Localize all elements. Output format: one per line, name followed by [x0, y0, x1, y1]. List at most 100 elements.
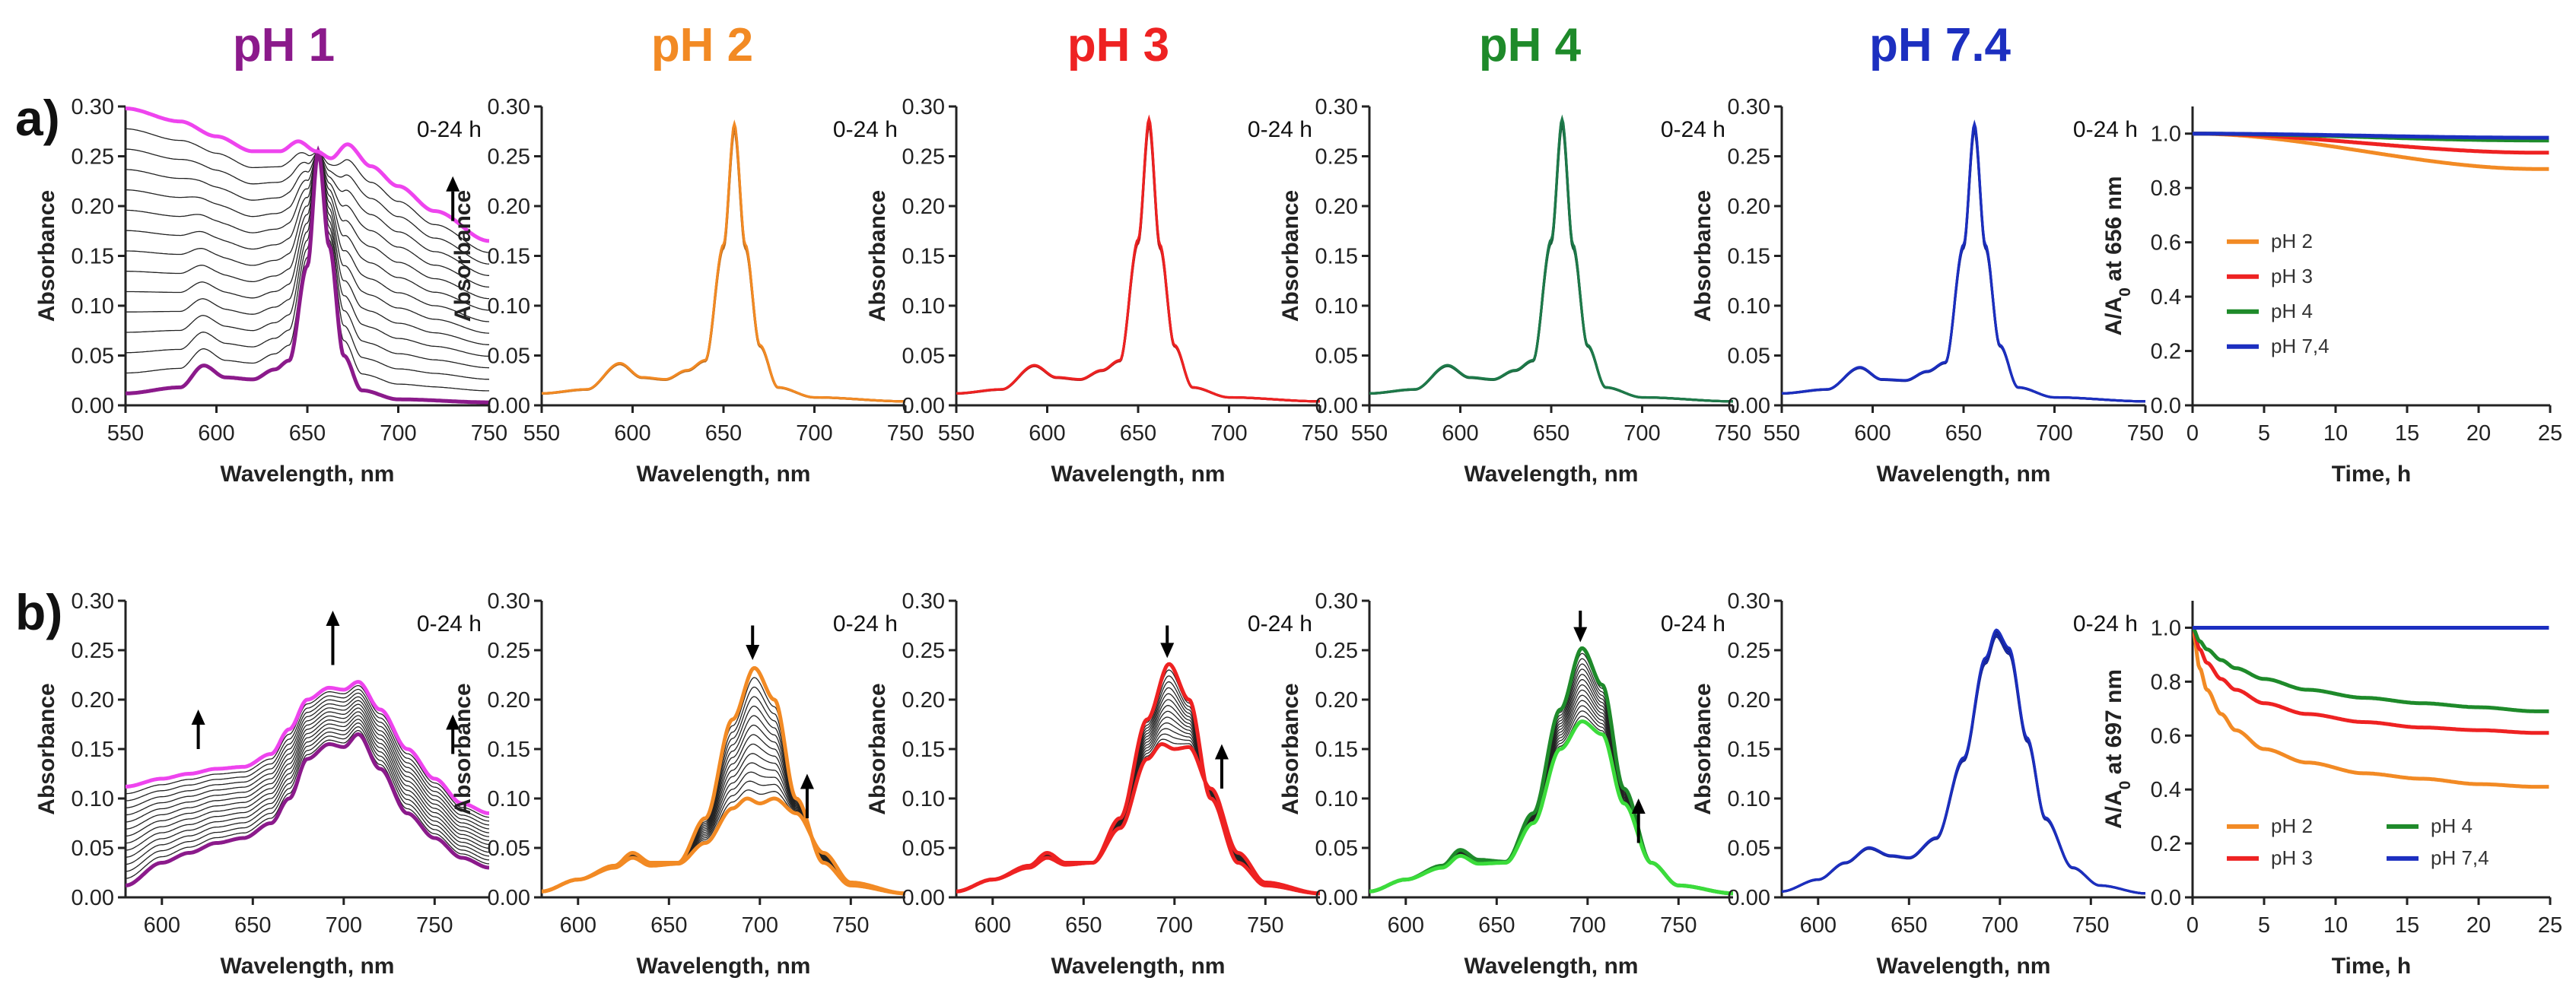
arrow-up-icon: [800, 773, 814, 818]
spectrum-trace: [1782, 122, 2145, 403]
x-axis-title: Wavelength, nm: [1051, 462, 1226, 487]
y-tick-label: 0.8: [2151, 176, 2181, 201]
y-axis-title: Absorbance: [34, 683, 59, 814]
x-tick-label: 650: [1891, 913, 1927, 938]
y-tick-label: 0.20: [1315, 688, 1358, 713]
plot-area: [542, 119, 905, 403]
chart-panel-a6: 0.0 0.2 0.4 0.6 0.8 1.0 0 5 10 15 20 25 Time, h A/A0 …: [2101, 106, 2562, 487]
y-tick-label: 0.05: [72, 344, 114, 369]
y-tick-label: 0.00: [488, 394, 530, 418]
spectrum-trace: [1369, 120, 1733, 403]
spectrum-trace: [956, 117, 1320, 403]
legend-label: pH 2: [2271, 814, 2313, 837]
row-label-b: b): [15, 584, 62, 640]
intermediate-spectrum: [126, 150, 489, 334]
y-tick-label: 0.00: [1728, 886, 1770, 910]
intermediate-spectrum: [126, 729, 489, 879]
x-tick-label: 0: [2186, 421, 2199, 446]
y-tick-label: 0.0: [2151, 394, 2181, 418]
x-tick-label: 700: [326, 913, 362, 938]
x-tick-label: 600: [1800, 913, 1837, 938]
intermediate-spectrum: [126, 151, 489, 276]
spectrum-trace: [1782, 125, 2145, 403]
y-axis-title: A/A0 at 697 nm: [2101, 669, 2134, 829]
y-tick-label: 0.20: [902, 688, 945, 713]
arrow-up-icon: [326, 611, 340, 665]
intermediate-spectrum: [126, 711, 489, 846]
x-tick-label: 650: [705, 421, 742, 446]
y-tick-label: 0.05: [1315, 837, 1358, 861]
x-tick-label: 700: [1624, 421, 1660, 446]
plot-area: [1369, 646, 1733, 896]
y-tick-label: 0.05: [1728, 344, 1770, 369]
y-axis-title: Absorbance: [1690, 190, 1716, 322]
spectrum-trace: [956, 119, 1320, 403]
spectrum-trace: [956, 122, 1320, 403]
y-tick-label: 0.25: [1728, 145, 1770, 170]
x-tick-label: 650: [289, 421, 326, 446]
spectrum-trace: [1782, 632, 2145, 895]
x-tick-label: 15: [2395, 913, 2419, 938]
x-tick-label: 650: [234, 913, 271, 938]
intermediate-spectrum: [956, 675, 1320, 894]
spectrum-trace: [1782, 123, 2145, 403]
x-tick-label: 700: [1569, 913, 1606, 938]
chart-panel-a2: 0.00 0.05 0.10 0.15 0.20 0.25 0.30 550 600 650 700…: [450, 95, 924, 487]
column-header: pH 4: [1479, 19, 1582, 71]
intermediate-spectrum: [1369, 694, 1733, 894]
y-tick-label: 0.10: [1728, 787, 1770, 811]
column-headers: pH 1 pH 2 pH 3 pH 4 pH 7.4: [233, 19, 2012, 71]
arrow-up-icon: [191, 710, 205, 749]
y-tick-label: 0.05: [72, 837, 114, 861]
intermediate-spectrum: [126, 128, 489, 253]
x-tick-label: 10: [2323, 913, 2348, 938]
y-tick-label: 0.20: [72, 688, 114, 713]
y-tick-label: 0.10: [902, 294, 945, 319]
intermediate-spectrum: [126, 150, 489, 345]
x-axis-title: Wavelength, nm: [1877, 462, 2051, 487]
column-header: pH 1: [233, 19, 335, 71]
spectrum-trace: [542, 125, 905, 403]
x-tick-label: 550: [1763, 421, 1800, 446]
x-tick-label: 600: [1442, 421, 1478, 446]
y-tick-label: 0.00: [1315, 394, 1358, 418]
time-range-annotation: 0-24 h: [2073, 117, 2138, 142]
intermediate-spectrum: [126, 703, 489, 837]
y-tick-label: 0.00: [902, 394, 945, 418]
x-axis-title: Wavelength, nm: [1051, 954, 1226, 979]
y-tick-label: 0.10: [488, 787, 530, 811]
y-tick-label: 0.10: [1315, 294, 1358, 319]
y-tick-label: 0.25: [902, 639, 945, 663]
spectrum-start: [126, 145, 489, 405]
intermediate-spectrum: [542, 705, 905, 894]
spectrum-end: [126, 106, 489, 243]
column-header: pH 3: [1067, 19, 1169, 71]
x-tick-label: 10: [2323, 421, 2348, 446]
y-tick-label: 0.15: [902, 245, 945, 269]
spectrum-trace: [542, 122, 905, 403]
y-tick-label: 0.20: [1315, 195, 1358, 219]
y-tick-label: 0.05: [902, 344, 945, 369]
x-tick-label: 700: [1156, 913, 1193, 938]
legend-label: pH 3: [2271, 265, 2313, 287]
y-tick-label: 0.25: [902, 145, 945, 170]
chart-panel-b5: 0.00 0.05 0.10 0.15 0.20 0.25 0.30 600 650 700 750…: [1690, 589, 2145, 979]
x-tick-label: 550: [523, 421, 560, 446]
spectrum-trace: [956, 116, 1320, 403]
kinetic-series-line: [2193, 132, 2549, 140]
intermediate-spectrum: [542, 789, 905, 894]
y-tick-label: 1.0: [2151, 616, 2181, 640]
y-axis-title: Absorbance: [1278, 190, 1303, 322]
x-axis-title: Time, h: [2332, 462, 2411, 487]
y-axis-title: Absorbance: [450, 190, 475, 322]
chart-panel-a5: 0.00 0.05 0.10 0.15 0.20 0.25 0.30 550 600 650 700…: [1690, 95, 2164, 487]
intermediate-spectrum: [1369, 663, 1733, 894]
x-axis-title: Wavelength, nm: [1877, 954, 2051, 979]
y-tick-label: 0.15: [1315, 738, 1358, 762]
arrow-down-icon: [1160, 625, 1175, 659]
plot-area: [1369, 114, 1733, 403]
legend: pH 2 pH 3 pH 4 pH 7,4: [2227, 814, 2489, 869]
x-tick-label: 750: [416, 913, 453, 938]
x-tick-label: 750: [832, 913, 869, 938]
time-range-annotation: 0-24 h: [1248, 117, 1312, 142]
